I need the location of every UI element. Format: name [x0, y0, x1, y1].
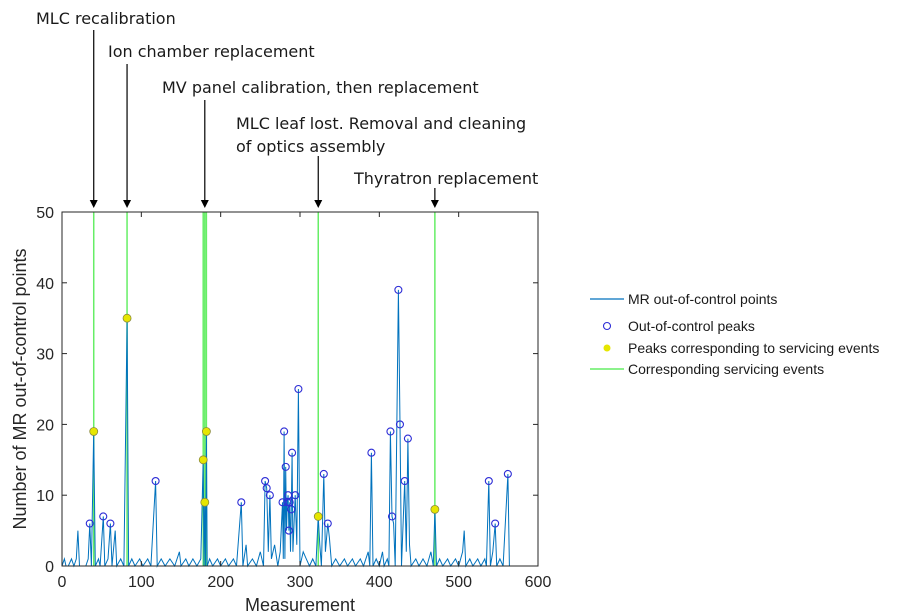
markers-layer [85, 285, 512, 535]
y-tick-label: 20 [36, 417, 54, 434]
out-of-control-peak [287, 505, 296, 514]
legend-label: Out-of-control peaks [628, 318, 755, 334]
out-of-control-peak [400, 476, 409, 486]
legend-swatch-peak [602, 321, 612, 331]
series-layer [61, 289, 510, 568]
legend-label: Peaks corresponding to servicing events [628, 340, 879, 356]
out-of-control-peak [151, 476, 160, 486]
annotation-arrow-head [200, 200, 209, 208]
annotation-arrow-head [314, 200, 323, 208]
out-of-control-peak [262, 484, 271, 493]
annotation-text: MLC recalibration [36, 9, 176, 28]
annotation-text: Ion chamber replacement [108, 42, 315, 61]
out-of-control-peak [387, 512, 397, 521]
out-of-control-peak [323, 519, 332, 528]
y-tick-label: 0 [45, 559, 54, 576]
axis-ticks: 0 100 200 300 400 500 600 0 10 20 30 40 50 [36, 205, 551, 591]
servicing-event-peak [201, 427, 211, 436]
out-of-control-peak [319, 469, 328, 479]
out-of-control-peak [85, 519, 94, 528]
x-tick-label: 500 [445, 574, 472, 591]
legend: MR out-of-control points Out-of-control p… [590, 291, 879, 377]
annotation-arrow-head [123, 200, 132, 208]
out-of-control-peak [237, 498, 246, 507]
annotation-text: MV panel calibration, then replacement [162, 78, 479, 97]
out-of-control-peak [106, 519, 115, 528]
servicing-event-peak [122, 313, 132, 323]
annotation-text: MLC leaf lost. Removal and cleaning [236, 114, 526, 133]
out-of-control-peak [491, 519, 500, 528]
servicing-event-peak [200, 497, 210, 507]
servicing-event-peak [198, 455, 208, 465]
out-of-control-peak [386, 427, 395, 436]
annotation-arrow-head [89, 200, 98, 208]
annotations: MLC recalibration Ion chamber replacement… [36, 9, 538, 208]
out-of-control-peak [280, 427, 289, 436]
legend-label: MR out-of-control points [628, 291, 777, 307]
y-tick-label: 30 [36, 347, 54, 364]
out-of-control-peak [294, 384, 303, 394]
x-tick-label: 0 [58, 574, 67, 591]
servicing-event-peak [430, 504, 440, 514]
y-tick-label: 50 [36, 205, 54, 222]
y-tick-label: 10 [36, 488, 54, 505]
out-of-control-peak [394, 285, 403, 294]
y-axis-label: Number of MR out-of-control points [10, 248, 30, 529]
servicing-event-peak [313, 512, 323, 521]
servicing-event-peak [89, 427, 99, 436]
x-tick-label: 100 [128, 574, 155, 591]
x-tick-label: 300 [287, 574, 314, 591]
out-of-control-peak [288, 448, 297, 457]
out-of-control-peak [503, 469, 512, 479]
y-tick-label: 40 [36, 276, 54, 293]
legend-swatch-service-peak [603, 344, 611, 352]
out-of-control-peak [281, 462, 290, 471]
annotation-arrow-head [430, 200, 439, 208]
out-of-control-peak [265, 491, 274, 500]
out-of-control-peak [367, 448, 376, 457]
legend-label: Corresponding servicing events [628, 361, 824, 377]
x-tick-label: 200 [207, 574, 234, 591]
mr-series-line [61, 289, 510, 568]
out-of-control-peak [284, 526, 293, 535]
out-of-control-peak [291, 491, 300, 500]
annotation-text: of optics assembly [236, 137, 385, 156]
out-of-control-peak [99, 512, 108, 521]
out-of-control-peak [484, 476, 493, 486]
x-axis-label: Measurement [245, 595, 355, 614]
out-of-control-peak [395, 420, 405, 429]
x-tick-label: 600 [525, 574, 552, 591]
out-of-control-peak [403, 434, 412, 443]
x-tick-label: 400 [366, 574, 393, 591]
annotation-text: Thyratron replacement [353, 169, 538, 188]
